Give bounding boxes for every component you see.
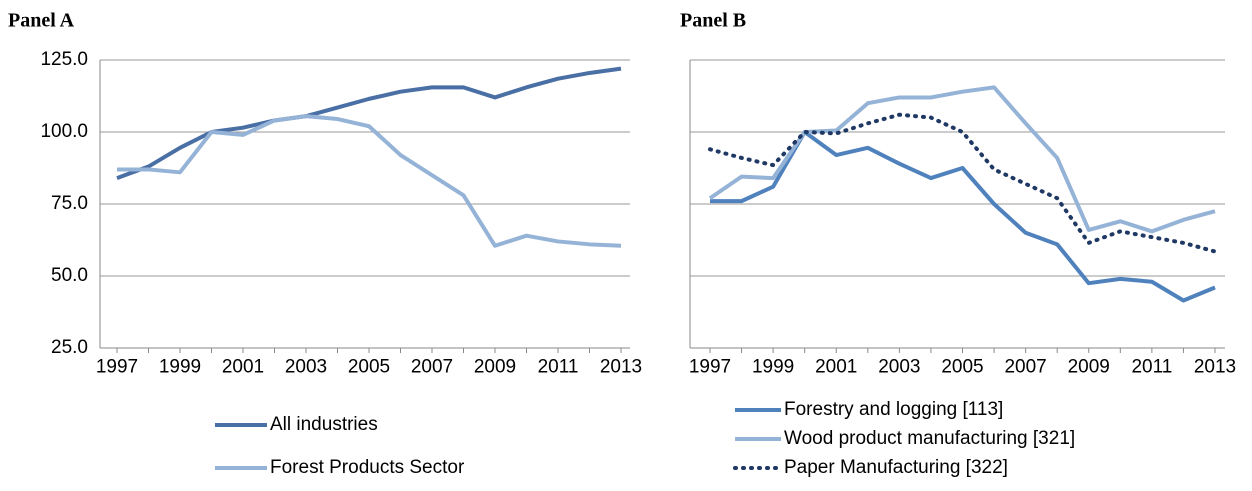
- x-tick-label: 2005: [941, 356, 983, 377]
- y-tick-label: 100.0: [40, 121, 88, 142]
- y-tick-label: 75.0: [51, 193, 88, 214]
- x-tick-label: 2013: [1194, 356, 1236, 377]
- y-tick-label: 125.0: [40, 49, 88, 70]
- y-tick-label: 50.0: [51, 265, 88, 286]
- x-tick-label: 2003: [285, 356, 327, 377]
- x-tick-label: 1999: [159, 356, 201, 377]
- x-tick-label: 2003: [878, 356, 920, 377]
- legend-label: Forestry and logging [113]: [784, 399, 1003, 420]
- x-tick-label: 2013: [600, 356, 642, 377]
- x-tick-label: 2011: [1131, 356, 1172, 377]
- panel-title: Panel B: [680, 10, 746, 32]
- x-tick-label: 2007: [411, 356, 453, 377]
- y-tick-label: 25.0: [51, 337, 88, 358]
- panel-title: Panel A: [8, 10, 75, 32]
- series-line: [708, 112, 1217, 254]
- series-line: [117, 114, 622, 248]
- x-tick-label: 2001: [222, 356, 264, 377]
- legend-label: Paper Manufacturing [322]: [784, 457, 1008, 478]
- series-line: [708, 85, 1216, 234]
- legend-label: All industries: [270, 414, 378, 435]
- x-tick-label: 2005: [348, 356, 390, 377]
- legend-label: Forest Products Sector: [270, 457, 465, 478]
- x-tick-label: 2001: [815, 356, 857, 377]
- x-tick-label: 2009: [474, 356, 516, 377]
- x-tick-label: 1997: [689, 356, 731, 377]
- x-tick-label: 2011: [538, 356, 579, 377]
- x-tick-label: 2007: [1004, 356, 1046, 377]
- series-line: [116, 66, 622, 180]
- x-tick-label: 1999: [752, 356, 794, 377]
- x-tick-label: 1997: [96, 356, 138, 377]
- x-tick-label: 2009: [1068, 356, 1110, 377]
- legend-label: Wood product manufacturing [321]: [784, 428, 1075, 449]
